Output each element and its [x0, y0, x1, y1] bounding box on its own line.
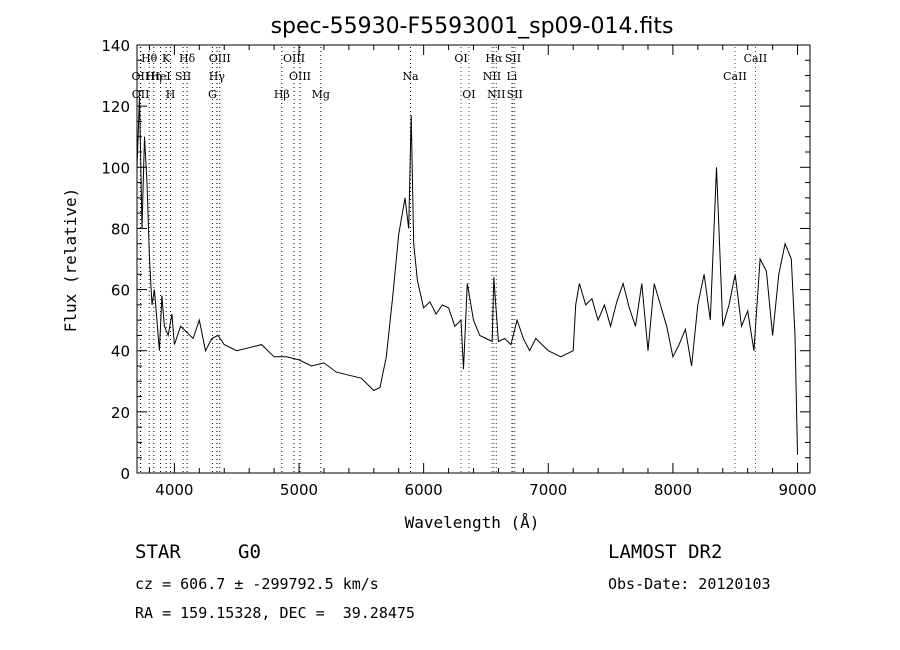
x-tick-label: 7000: [529, 481, 567, 499]
line-marker-label: Hθ: [141, 52, 158, 65]
survey-name: LAMOST DR2: [608, 541, 723, 563]
line-marker-label: Hγ: [209, 70, 226, 83]
object-class: STAR: [135, 541, 181, 563]
y-tick-label: 60: [111, 282, 130, 300]
y-tick-label: 100: [101, 159, 130, 177]
ra-dec: RA = 159.15328, DEC = 39.28475: [135, 604, 415, 622]
line-marker-label: SII: [175, 70, 191, 83]
line-marker-label: Mg: [312, 88, 330, 101]
line-marker-label: OII: [132, 70, 150, 83]
line-marker-label: OIII: [289, 70, 311, 83]
line-marker-label: Hβ: [274, 88, 290, 101]
chart-title: spec-55930-F5593001_sp09-014.fits: [271, 14, 674, 39]
obs-date: Obs-Date: 20120103: [608, 575, 771, 593]
line-marker-label: OIII: [209, 52, 231, 65]
object-subclass: G0: [238, 541, 261, 563]
y-tick-label: 20: [111, 404, 130, 422]
line-marker-label: CaII: [723, 70, 747, 83]
plot-frame: [136, 44, 811, 474]
redshift-text: cz = 606.7 ± -299792.5 km/s: [135, 575, 379, 593]
line-marker-label: Hα: [485, 52, 503, 65]
line-marker-label: CaII: [744, 52, 768, 65]
line-marker-label: Hη: [146, 70, 162, 83]
line-marker-label: Hδ: [179, 52, 196, 65]
y-axis-label: Flux (relative): [61, 188, 80, 333]
line-marker-label: NII: [483, 70, 501, 83]
line-marker-label: G: [208, 88, 217, 101]
line-marker-label: SII: [507, 88, 523, 101]
x-axis-label: Wavelength (Å): [405, 513, 540, 532]
line-marker-label: NII: [487, 88, 505, 101]
x-tick-label: 4000: [155, 481, 193, 499]
x-tick-label: 9000: [778, 481, 816, 499]
line-marker-label: OI: [462, 88, 475, 101]
axes: 4000 5000 6000 7000 8000 9000 0 20 40 60 80 100 120 1…: [101, 37, 816, 499]
line-marker-label: SII: [505, 52, 521, 65]
line-marker-label: OII: [132, 88, 150, 101]
line-marker-label: H: [166, 88, 176, 101]
y-tick-label: 140: [101, 37, 130, 55]
line-marker-label: Na: [402, 70, 419, 83]
x-tick-label: 8000: [654, 481, 692, 499]
y-tick-label: 0: [120, 465, 130, 483]
x-tick-label: 5000: [280, 481, 318, 499]
y-tick-label: 40: [111, 343, 130, 361]
x-tick-label: 6000: [405, 481, 443, 499]
y-tick-label: 120: [101, 98, 130, 116]
spectrum-line: [136, 96, 798, 455]
line-marker-label: Li: [506, 70, 517, 83]
line-marker-label: OIII: [283, 52, 305, 65]
line-marker-label: OI: [454, 52, 467, 65]
line-marker-label: K: [162, 52, 171, 65]
y-tick-label: 80: [111, 220, 130, 238]
line-marker-label: HeI: [150, 70, 170, 83]
